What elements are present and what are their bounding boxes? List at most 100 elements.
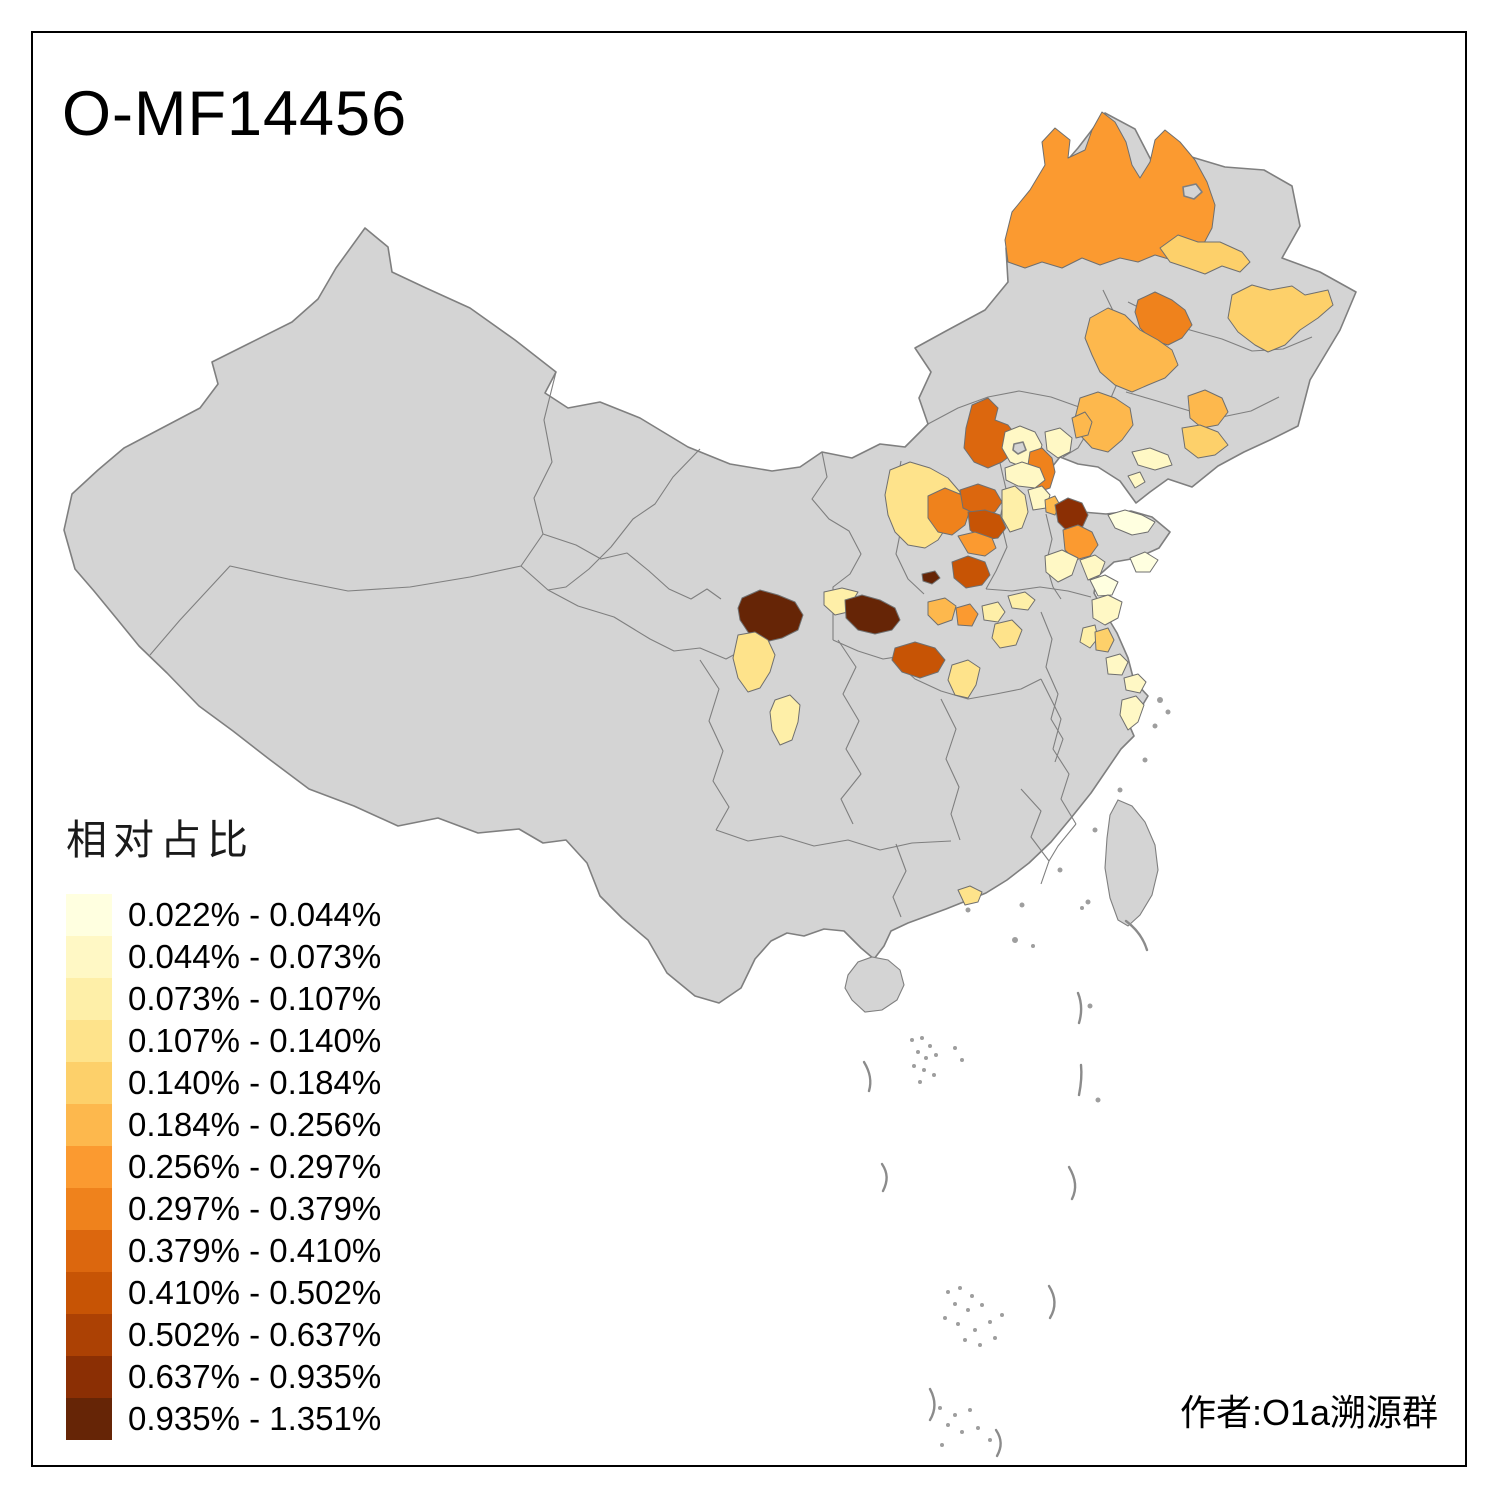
map-region bbox=[1054, 497, 1089, 533]
coast-islet bbox=[965, 907, 971, 913]
legend-row: 0.637% - 0.935% bbox=[66, 1356, 381, 1398]
legend-rows: 0.022% - 0.044% 0.044% - 0.073% 0.073% -… bbox=[66, 894, 381, 1440]
map-region bbox=[927, 487, 971, 536]
map-region bbox=[959, 483, 1003, 516]
legend-swatch bbox=[66, 1398, 112, 1440]
map-region bbox=[955, 603, 979, 627]
coast-islet bbox=[1057, 867, 1063, 873]
map-region bbox=[1129, 551, 1159, 573]
legend-label: 0.140% - 0.184% bbox=[128, 1064, 382, 1101]
map-region bbox=[957, 885, 983, 906]
map-region bbox=[1071, 411, 1093, 439]
hainan-island bbox=[844, 956, 905, 1013]
map-region bbox=[1181, 424, 1229, 459]
legend-row: 0.184% - 0.256% bbox=[66, 1104, 381, 1146]
legend-swatch bbox=[66, 978, 112, 1020]
map-region-hole bbox=[1182, 183, 1203, 200]
legend-row: 0.107% - 0.140% bbox=[66, 1020, 381, 1062]
map-region bbox=[1094, 627, 1115, 653]
map-region bbox=[947, 659, 981, 699]
legend-row: 0.073% - 0.107% bbox=[66, 978, 381, 1020]
map-region bbox=[1044, 549, 1079, 583]
map-region bbox=[1107, 509, 1156, 536]
legend-label: 0.107% - 0.140% bbox=[128, 1022, 382, 1059]
map-region bbox=[1105, 653, 1129, 676]
paracel-islands bbox=[910, 1036, 964, 1084]
map-region bbox=[991, 619, 1023, 649]
coast-islet bbox=[1080, 906, 1084, 910]
taiwan-island bbox=[1104, 799, 1159, 927]
map-region bbox=[737, 589, 804, 643]
islet bbox=[1095, 1097, 1101, 1103]
map-region bbox=[927, 597, 957, 626]
map-region bbox=[1062, 524, 1099, 561]
map-region bbox=[1131, 447, 1173, 471]
legend-swatch bbox=[66, 1020, 112, 1062]
spratly-islands bbox=[938, 1286, 1004, 1447]
map-region bbox=[1044, 427, 1073, 459]
map-region bbox=[769, 694, 801, 746]
legend-label: 0.410% - 0.502% bbox=[128, 1274, 382, 1311]
legend-label: 0.502% - 0.637% bbox=[128, 1316, 382, 1353]
map-region bbox=[1159, 234, 1251, 275]
coast-islet bbox=[1152, 723, 1158, 729]
islet bbox=[1087, 1003, 1093, 1009]
nine-dash-line bbox=[862, 919, 1149, 1458]
attribution: 作者:O1a溯源群 bbox=[1179, 1392, 1438, 1433]
map-region bbox=[1079, 624, 1099, 649]
legend-swatch bbox=[66, 1062, 112, 1104]
map-region bbox=[844, 594, 901, 635]
map-region bbox=[1187, 389, 1229, 429]
map-region bbox=[1079, 554, 1106, 581]
legend-title: 相对占比 bbox=[66, 817, 254, 863]
coast-islet bbox=[1117, 787, 1123, 793]
legend-swatch bbox=[66, 894, 112, 936]
dongsha-islet bbox=[1012, 937, 1018, 943]
legend-swatch bbox=[66, 1230, 112, 1272]
coast-islet bbox=[1085, 899, 1091, 905]
legend-row: 0.044% - 0.073% bbox=[66, 936, 381, 978]
coast-islet bbox=[1165, 709, 1171, 715]
legend-label: 0.297% - 0.379% bbox=[128, 1190, 382, 1227]
map-region bbox=[732, 631, 776, 693]
colored-regions bbox=[732, 111, 1334, 906]
map-region bbox=[1007, 591, 1036, 611]
legend: 相对占比 0.022% - 0.044% 0.044% - 0.073% 0.0… bbox=[66, 806, 381, 1440]
legend-swatch bbox=[66, 1356, 112, 1398]
map-region bbox=[1091, 594, 1123, 626]
legend-label: 0.379% - 0.410% bbox=[128, 1232, 382, 1269]
legend-label: 0.935% - 1.351% bbox=[128, 1400, 382, 1437]
legend-swatch bbox=[66, 1104, 112, 1146]
map-region bbox=[981, 601, 1006, 623]
legend-row: 0.022% - 0.044% bbox=[66, 894, 381, 936]
legend-row: 0.410% - 0.502% bbox=[66, 1272, 381, 1314]
map-region bbox=[891, 641, 946, 679]
legend-row: 0.502% - 0.637% bbox=[66, 1314, 381, 1356]
legend-row: 0.140% - 0.184% bbox=[66, 1062, 381, 1104]
map-region bbox=[1134, 291, 1193, 346]
legend-row: 0.256% - 0.297% bbox=[66, 1146, 381, 1188]
map-region bbox=[1127, 471, 1146, 489]
legend-label: 0.637% - 0.935% bbox=[128, 1358, 382, 1395]
map-region bbox=[921, 570, 941, 585]
map-region bbox=[957, 531, 997, 557]
map-region bbox=[1227, 284, 1334, 353]
islands bbox=[844, 697, 1171, 1103]
coast-islet bbox=[1019, 902, 1025, 908]
map-region bbox=[1001, 485, 1029, 533]
coast-islet bbox=[1092, 827, 1098, 833]
legend-label: 0.044% - 0.073% bbox=[128, 938, 382, 975]
legend-swatch bbox=[66, 1146, 112, 1188]
legend-label: 0.256% - 0.297% bbox=[128, 1148, 382, 1185]
islet bbox=[1031, 944, 1035, 948]
map-region bbox=[1004, 111, 1216, 269]
legend-swatch bbox=[66, 936, 112, 978]
legend-label: 0.184% - 0.256% bbox=[128, 1106, 382, 1143]
map-region bbox=[1089, 574, 1119, 597]
legend-row: 0.297% - 0.379% bbox=[66, 1188, 381, 1230]
coast-islet bbox=[1157, 697, 1163, 703]
map-region-hole bbox=[1012, 441, 1027, 455]
legend-label: 0.073% - 0.107% bbox=[128, 980, 382, 1017]
map-region bbox=[1084, 307, 1179, 393]
